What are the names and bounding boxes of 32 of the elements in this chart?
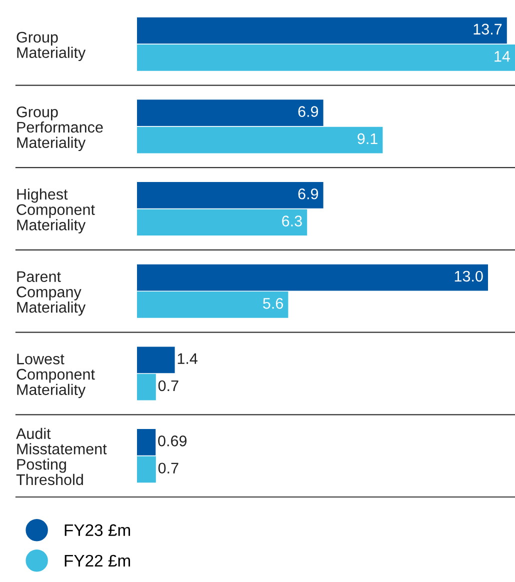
y-tick-label: Group Performance Materiality — [16, 106, 103, 152]
data-label: 6.3 — [282, 216, 302, 226]
bar — [137, 17, 507, 44]
bar — [137, 264, 488, 291]
bar — [137, 182, 324, 208]
data-label: 14 — [494, 51, 510, 62]
data-label: 13.0 — [454, 270, 483, 282]
bar — [137, 456, 156, 483]
bar — [137, 100, 324, 126]
bar — [137, 374, 156, 400]
data-label: 5.6 — [263, 298, 283, 309]
y-tick-label: Parent Company Materiality — [16, 271, 86, 316]
y-tick-label: Lowest Component Materiality — [16, 354, 95, 398]
data-label: 0.69 — [158, 436, 187, 446]
legend-label: FY22 £m — [64, 554, 130, 566]
data-label: 9.1 — [358, 133, 378, 144]
data-label: 6.9 — [298, 188, 318, 200]
data-label: 0.7 — [158, 462, 178, 474]
data-label: 13.7 — [474, 24, 502, 35]
bar — [137, 429, 156, 456]
bar — [137, 209, 308, 236]
y-tick-label: Group Materiality — [16, 32, 86, 62]
data-label: 6.9 — [298, 106, 318, 117]
data-label: 0.7 — [158, 380, 178, 392]
bar — [137, 346, 175, 374]
data-label: 1.4 — [178, 353, 198, 364]
legend-label: FY23 £m — [64, 524, 130, 536]
y-tick-label: Audit Misstatement Posting Threshold — [16, 428, 107, 486]
y-tick-label: Highest Component Materiality — [16, 188, 95, 234]
bar — [137, 126, 383, 154]
bar — [137, 44, 515, 71]
bar — [137, 292, 288, 318]
